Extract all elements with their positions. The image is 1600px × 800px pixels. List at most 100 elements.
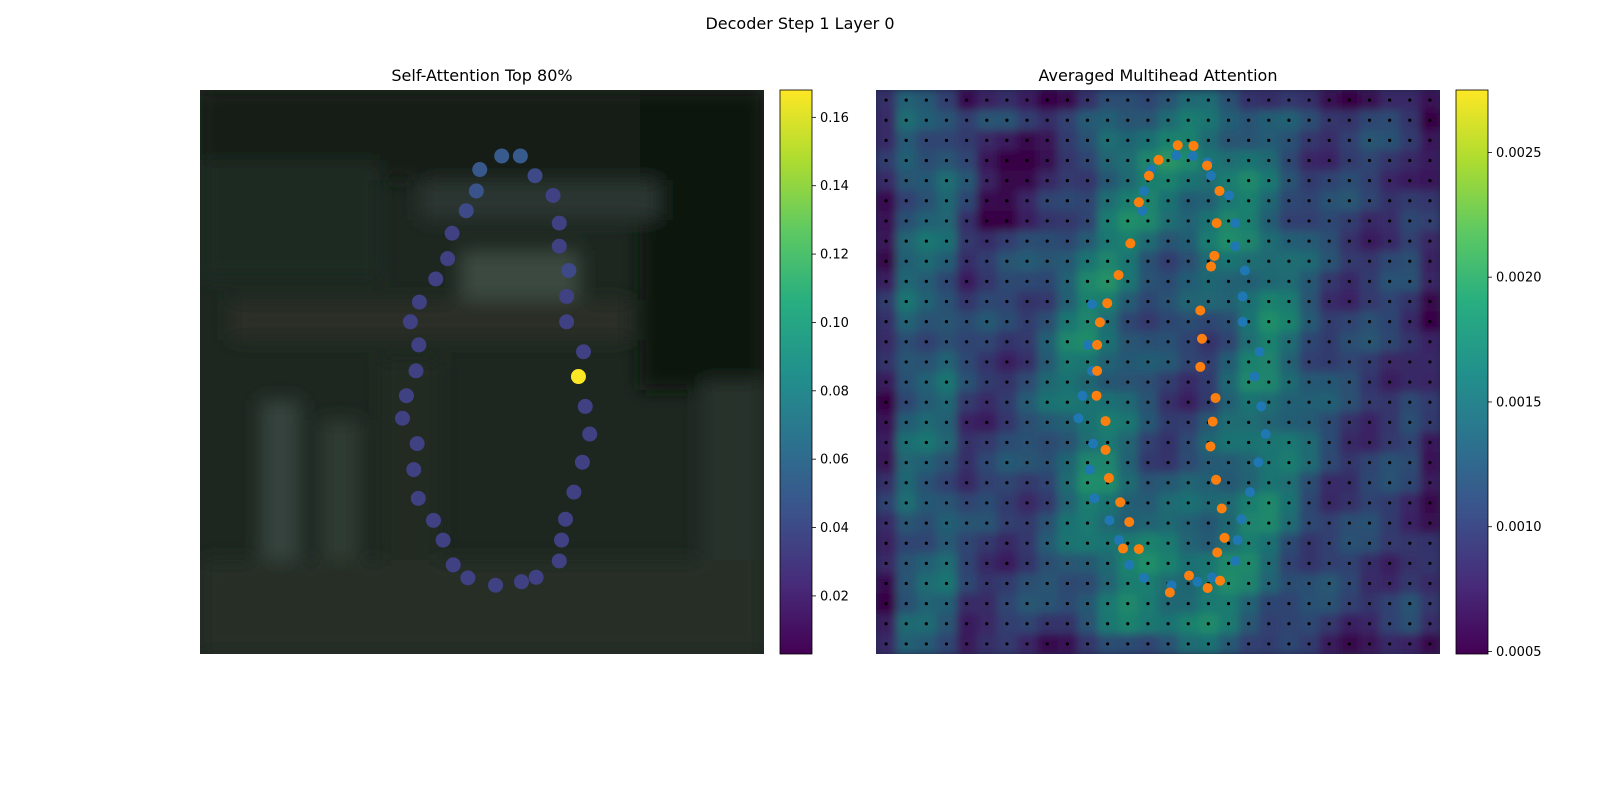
grid-dot <box>1367 521 1372 525</box>
grid-dot <box>1327 299 1331 304</box>
grid-dot <box>904 380 908 384</box>
overlay-series-0-point-1 <box>1187 150 1198 161</box>
grid-dot <box>1045 98 1049 102</box>
grid-dot <box>944 219 949 223</box>
grid-dot <box>1025 602 1029 606</box>
grid-dot <box>1347 219 1351 223</box>
grid-dot <box>904 581 908 586</box>
grid-dot <box>1065 279 1069 283</box>
grid-dot <box>1186 199 1190 203</box>
grid-dot <box>1428 199 1432 203</box>
attention-point-17 <box>411 337 427 353</box>
grid-dot <box>1025 138 1029 142</box>
grid-dot <box>1247 622 1251 626</box>
grid-dot <box>1065 360 1069 364</box>
grid-dot <box>1186 561 1190 565</box>
grid-dot <box>1367 239 1372 243</box>
overlay-series-1-point-3 <box>1202 160 1213 171</box>
grid-dot <box>1126 581 1130 586</box>
grid-dot <box>1106 400 1110 404</box>
grid-dot <box>884 98 888 102</box>
grid-dot <box>1206 138 1210 142</box>
grid-dot <box>924 481 928 485</box>
grid-dot <box>1226 279 1231 283</box>
grid-dot <box>1367 179 1372 183</box>
grid-dot <box>1126 299 1130 304</box>
grid-dot <box>1146 138 1150 142</box>
grid-dot <box>1106 360 1110 364</box>
grid-dot <box>1065 622 1069 626</box>
grid-dot <box>1186 98 1190 102</box>
overlay-series-0-point-34 <box>1138 572 1149 583</box>
grid-dot <box>884 219 888 223</box>
grid-dot <box>1267 521 1271 525</box>
overlay-series-1-point-14 <box>1196 333 1207 344</box>
grid-dots <box>884 98 1432 646</box>
grid-dot <box>1307 360 1311 364</box>
grid-dot <box>1307 259 1311 263</box>
overlay-series-1-point-26 <box>1103 473 1114 484</box>
grid-dot <box>1186 380 1190 384</box>
grid-dot <box>1247 602 1251 606</box>
grid-dot <box>1247 360 1251 364</box>
grid-dot <box>985 158 989 163</box>
grid-dot <box>1287 320 1291 324</box>
grid-dot <box>1247 440 1251 445</box>
grid-dot <box>944 360 949 364</box>
grid-dot <box>1287 420 1291 424</box>
grid-dot <box>1146 420 1150 424</box>
grid-dot <box>944 259 949 263</box>
grid-dot <box>1025 400 1029 404</box>
grid-dot <box>1367 219 1372 223</box>
grid-dot <box>924 98 928 102</box>
grid-dot <box>1428 541 1432 545</box>
grid-dot <box>1085 279 1090 283</box>
grid-dot <box>1005 440 1009 445</box>
grid-dot <box>1045 481 1049 485</box>
overlay-series-0-point-32 <box>1230 555 1241 566</box>
grid-dot <box>1428 481 1432 485</box>
overlay-series-0-point-19 <box>1077 390 1088 401</box>
grid-dot <box>1327 259 1331 263</box>
overlay-series-1-point-12 <box>1195 305 1206 316</box>
grid-dot <box>1065 440 1069 445</box>
grid-dot <box>1388 179 1392 183</box>
grid-dot <box>1307 158 1311 163</box>
overlay-series-1-point-27 <box>1216 503 1227 514</box>
grid-dot <box>1146 259 1150 263</box>
grid-dot <box>1025 259 1029 263</box>
grid-dot <box>1347 239 1351 243</box>
grid-dot <box>1267 420 1271 424</box>
overlay-series-1-point-20 <box>1091 390 1102 401</box>
grid-dot <box>1065 420 1069 424</box>
grid-dot <box>1287 561 1291 565</box>
grid-dot <box>1367 481 1372 485</box>
grid-dot <box>1267 400 1271 404</box>
grid-dot <box>1388 118 1392 122</box>
grid-dot <box>1226 340 1231 344</box>
left-colorbar-tick-label-0: 0.02 <box>820 589 849 604</box>
overlay-series-1-point-23 <box>1205 441 1216 452</box>
grid-dot <box>965 199 969 203</box>
grid-dot <box>1166 481 1170 485</box>
grid-dot <box>1085 320 1090 324</box>
attention-point-38 <box>513 574 529 590</box>
grid-dot <box>1247 581 1251 586</box>
grid-dot <box>1146 642 1150 646</box>
grid-dot <box>1367 138 1372 142</box>
grid-dot <box>1408 642 1412 646</box>
grid-dot <box>1045 340 1049 344</box>
grid-dot <box>1146 299 1150 304</box>
grid-dot <box>1388 98 1392 102</box>
grid-dot <box>1126 138 1130 142</box>
grid-dot <box>1045 138 1049 142</box>
grid-dot <box>1126 461 1130 465</box>
grid-dot <box>985 461 989 465</box>
grid-dot <box>1005 581 1009 586</box>
grid-dot <box>1327 320 1331 324</box>
grid-dot <box>1065 561 1069 565</box>
grid-dot <box>1106 461 1110 465</box>
grid-dot <box>1206 98 1210 102</box>
grid-dot <box>985 259 989 263</box>
